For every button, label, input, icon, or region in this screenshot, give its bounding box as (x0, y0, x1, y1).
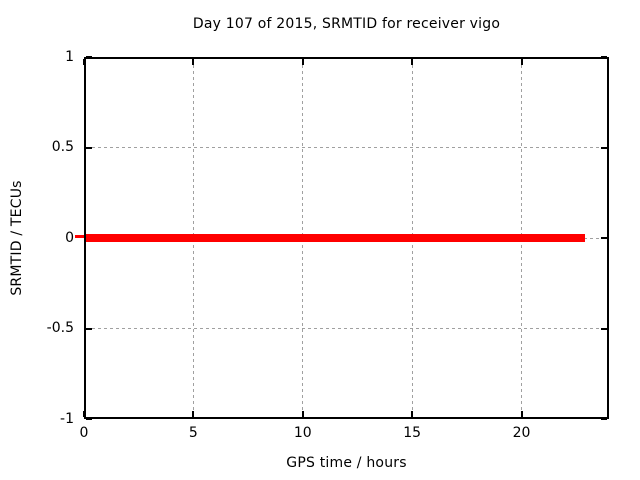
x-axis-label: GPS time / hours (286, 455, 407, 471)
x-tick-top (301, 59, 304, 65)
y-tick-left (86, 327, 92, 330)
x-tick-label: 5 (188, 425, 198, 441)
y-tick-label: -1 (60, 410, 74, 427)
y-tick-left (86, 56, 92, 58)
y-tick-right (601, 418, 607, 420)
x-tick-label: 15 (403, 425, 422, 441)
y-tick-right (601, 56, 607, 58)
y-tick-right (601, 146, 607, 149)
x-tick-bottom (192, 411, 195, 417)
y-zero-outer-tick-mark (75, 235, 84, 238)
y-tick-right (601, 237, 607, 239)
x-tick-label: 20 (512, 425, 531, 441)
y-tick-label: 0 (65, 229, 74, 246)
y-tick-label: 0.5 (51, 139, 74, 155)
y-tick-right (601, 327, 607, 330)
chart-title: Day 107 of 2015, SRMTID for receiver vig… (192, 16, 501, 32)
x-tick-top (411, 59, 414, 65)
x-tick-bottom (301, 411, 304, 417)
plot-area-border (84, 57, 609, 419)
y-tick-left (86, 146, 92, 149)
y-tick-left (86, 418, 92, 420)
y-gridline (86, 328, 607, 329)
series-srmtid-line (86, 234, 585, 242)
x-tick-bottom (520, 411, 523, 417)
x-tick-label: 0 (79, 425, 89, 441)
y-tick-label: -0.5 (46, 320, 74, 336)
x-tick-top (520, 59, 523, 65)
x-tick-top (192, 59, 195, 65)
x-tick-bottom (411, 411, 414, 417)
y-tick-label: 1 (65, 48, 74, 65)
x-tick-top (83, 59, 85, 65)
x-tick-label: 10 (293, 425, 312, 441)
x-tick-bottom (83, 411, 85, 417)
y-gridline (86, 147, 607, 148)
